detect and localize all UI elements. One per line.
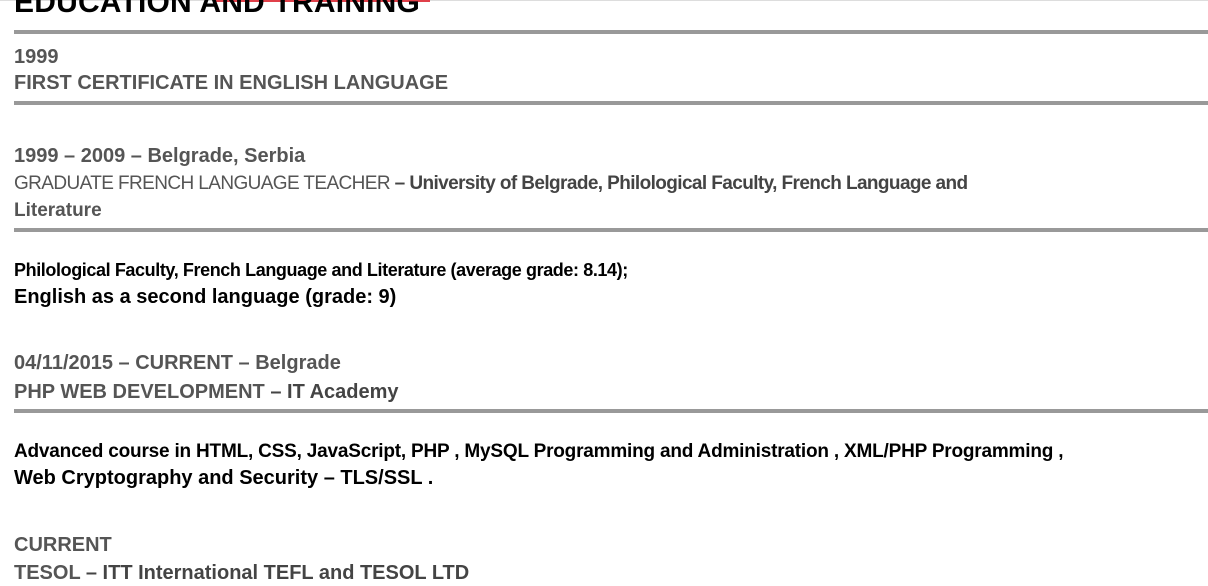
entry-date: 04/11/2015 – CURRENT – Belgrade (14, 352, 341, 374)
entry-description: English as a second language (grade: 9) (14, 286, 397, 308)
divider (14, 30, 1208, 34)
entry-qualification: TESOL (14, 562, 81, 584)
divider (14, 409, 1208, 413)
page-top-border (0, 0, 1208, 1)
entry-description: Web Cryptography and Security – TLS/SSL … (14, 467, 434, 489)
entry-qualification: PHP WEB DEVELOPMENT (14, 381, 265, 403)
entry-date: 1999 (14, 46, 59, 68)
divider (14, 101, 1208, 105)
entry-organization-cont: Literature (14, 200, 102, 221)
entry-qualification: GRADUATE FRENCH LANGUAGE TEACHER (14, 173, 391, 194)
entry-title: PHP WEB DEVELOPMENT – IT Academy (14, 381, 399, 404)
divider (14, 228, 1208, 232)
section-title: EDUCATION AND TRAINING (14, 0, 421, 19)
entry-organization: – IT Academy (264, 381, 399, 403)
entry-date: CURRENT (14, 534, 112, 556)
entry-date: 1999 – 2009 – Belgrade, Serbia (14, 145, 306, 167)
entry-organization: – ITT International TEFL and TESOL LTD (80, 562, 470, 584)
accent-line (215, 0, 430, 2)
entry-description: Philological Faculty, French Language an… (14, 260, 628, 280)
entry-organization: – University of Belgrade, Philological F… (390, 173, 968, 194)
entry-title: GRADUATE FRENCH LANGUAGE TEACHER – Unive… (14, 173, 968, 195)
entry-title: TESOL – ITT International TEFL and TESOL… (14, 562, 469, 585)
entry-description: Advanced course in HTML, CSS, JavaScript… (14, 441, 1064, 462)
entry-title: FIRST CERTIFICATE IN ENGLISH LANGUAGE (14, 72, 449, 94)
